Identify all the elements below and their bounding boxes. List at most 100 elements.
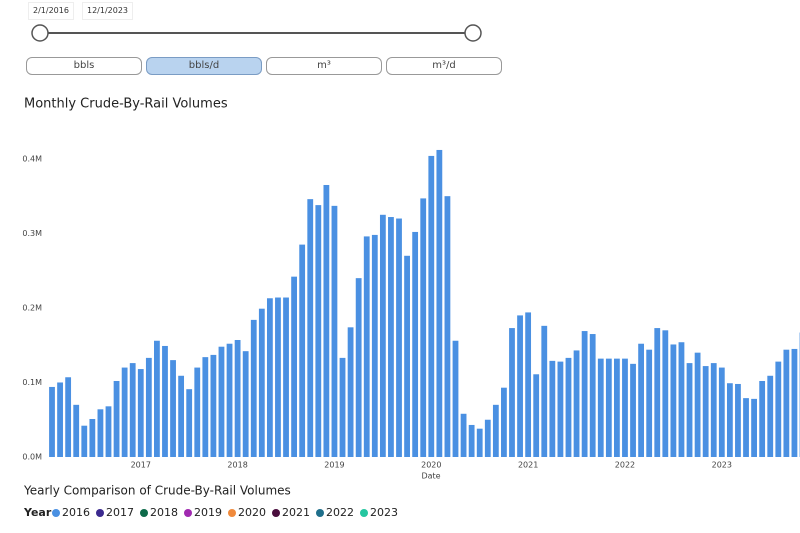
x-tick-label: 2021 — [518, 461, 538, 470]
x-tick-label: 2017 — [131, 461, 151, 470]
bar — [129, 363, 136, 457]
bar — [767, 375, 774, 457]
bar — [145, 357, 152, 457]
bar — [436, 149, 443, 457]
bar — [444, 196, 451, 457]
bar — [452, 340, 459, 457]
unit-button[interactable]: bbls — [26, 57, 142, 75]
bar — [581, 331, 588, 457]
unit-button[interactable]: m³ — [266, 57, 382, 75]
bar — [371, 234, 378, 457]
chart-title: Monthly Crude-By-Rail Volumes — [24, 97, 228, 112]
bar — [420, 198, 427, 457]
start-date[interactable]: 2/1/2016 — [28, 2, 74, 20]
legend-swatch — [272, 509, 280, 517]
bar — [218, 346, 225, 457]
bar — [49, 386, 55, 457]
legend-swatch — [52, 509, 60, 517]
legend-swatch — [228, 509, 236, 517]
bar — [97, 409, 104, 457]
bar — [57, 382, 63, 457]
bar — [396, 218, 402, 457]
bar — [589, 334, 596, 457]
bar — [266, 298, 273, 457]
bar — [291, 276, 297, 457]
y-tick-label: 0.2M — [22, 303, 42, 312]
bar — [501, 387, 507, 457]
legend-swatch — [140, 509, 148, 517]
bar — [234, 339, 241, 457]
slider-handle[interactable] — [464, 24, 482, 42]
x-tick-label: 2018 — [227, 461, 247, 470]
bar — [404, 255, 410, 457]
bar — [202, 357, 209, 457]
bar — [565, 357, 572, 457]
bar — [323, 184, 330, 457]
legend-label: 2021 — [282, 506, 310, 519]
bar — [751, 398, 757, 457]
unit-button[interactable]: bbls/d — [146, 57, 262, 75]
unit-button[interactable]: m³/d — [386, 57, 502, 75]
bar — [759, 380, 766, 457]
bar — [573, 350, 580, 457]
legend-label: 2020 — [238, 506, 266, 519]
bar — [137, 369, 144, 457]
bar — [597, 358, 604, 457]
x-tick-label: 2020 — [421, 461, 441, 470]
bar — [355, 278, 362, 457]
bar — [210, 354, 217, 457]
bar — [686, 363, 693, 457]
bar — [460, 413, 467, 457]
end-date[interactable]: 12/1/2023 — [82, 2, 134, 20]
slider-handle[interactable] — [31, 24, 49, 42]
bar — [783, 349, 790, 457]
bar — [726, 383, 733, 457]
bar — [258, 308, 265, 457]
bar — [549, 360, 556, 457]
bar — [605, 358, 612, 457]
bar — [186, 389, 193, 457]
bar — [735, 383, 741, 457]
bar — [533, 374, 540, 457]
bar — [170, 360, 176, 457]
bar — [654, 328, 661, 457]
bar — [283, 297, 289, 457]
bar — [743, 398, 749, 457]
x-tick-label: 2019 — [324, 461, 344, 470]
y-tick-label: 0.1M — [22, 378, 42, 387]
x-tick-label: 2023 — [712, 461, 732, 470]
bar — [105, 406, 112, 457]
bar — [315, 205, 322, 457]
bar — [702, 366, 709, 457]
legend-label: 2017 — [106, 506, 134, 519]
bar — [710, 363, 717, 457]
bar — [89, 418, 96, 457]
bar — [678, 342, 685, 457]
bar — [557, 361, 564, 457]
x-axis-label: Date — [421, 472, 440, 481]
bar — [73, 404, 80, 457]
bar — [541, 325, 548, 457]
legend-swatch — [316, 509, 324, 517]
legend-label: 2023 — [370, 506, 398, 519]
bar — [194, 367, 201, 457]
bar — [718, 367, 725, 457]
bar — [646, 349, 653, 457]
bar — [484, 419, 491, 457]
bar — [412, 231, 419, 457]
bar — [476, 428, 483, 457]
legend-label: 2022 — [326, 506, 354, 519]
bar — [614, 358, 620, 457]
bar — [250, 319, 257, 457]
bar — [509, 328, 515, 457]
bar — [694, 352, 701, 457]
y-tick-label: 0.4M — [22, 154, 42, 163]
legend-label: 2019 — [194, 506, 222, 519]
bar — [65, 377, 72, 457]
bar — [242, 351, 249, 457]
y-tick-label: 0.3M — [22, 229, 42, 238]
bar — [121, 367, 128, 457]
bar — [162, 345, 168, 457]
bar — [517, 315, 523, 457]
